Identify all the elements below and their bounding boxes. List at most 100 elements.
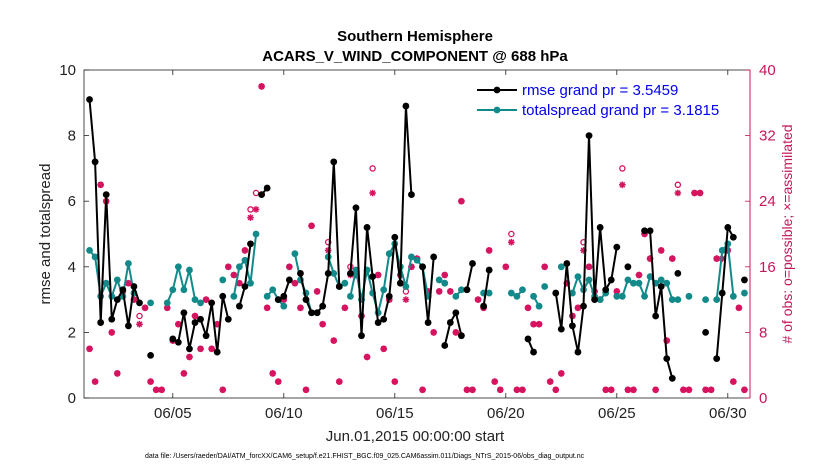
obs-assimilated-marker <box>136 320 143 328</box>
rmse-point <box>458 332 465 340</box>
rmse-point <box>530 348 537 356</box>
obs-assimilated-marker <box>291 279 299 287</box>
spread-point <box>674 296 682 303</box>
rmse-point <box>602 286 610 294</box>
rmse-point <box>585 132 593 140</box>
spread-point <box>241 256 249 264</box>
obs-assimilated-marker <box>91 378 99 385</box>
obs-assimilated-marker <box>580 247 587 254</box>
rmse-line-segment <box>88 99 141 327</box>
rmse-point <box>324 269 332 277</box>
rmse-point <box>446 319 454 326</box>
rmse-point <box>358 332 365 340</box>
rmse-point <box>186 345 193 353</box>
obs-possible-marker <box>674 181 682 189</box>
obs-assimilated-marker <box>524 304 532 312</box>
rmse-point <box>385 292 393 300</box>
rmse-point <box>241 283 249 290</box>
y-tick-label: 4 <box>68 259 76 276</box>
rmse-point <box>396 279 404 287</box>
rmse-point <box>646 227 654 235</box>
rmse-point <box>430 253 438 261</box>
spread-point <box>186 266 193 274</box>
obs-assimilated-marker <box>707 386 715 394</box>
obs-assimilated-marker <box>175 320 182 328</box>
rmse-point <box>741 276 748 284</box>
spread-point <box>596 296 604 303</box>
rmse-point <box>563 260 571 267</box>
rmse-point <box>374 319 382 326</box>
obs-assimilated-marker <box>247 214 254 221</box>
obs-assimilated-marker <box>585 263 593 271</box>
spread-point <box>291 250 299 258</box>
y-tick-label: 6 <box>68 193 76 210</box>
obs-possible-marker <box>369 165 376 172</box>
spread-point <box>113 276 121 284</box>
y-right-tick-label: 0 <box>759 390 767 407</box>
spread-point <box>729 292 737 300</box>
obs-assimilated-marker <box>269 370 276 377</box>
obs-assimilated-marker <box>696 189 704 197</box>
obs-assimilated-marker <box>635 271 643 279</box>
obs-assimilated-marker <box>452 329 460 336</box>
spread-point <box>230 292 238 300</box>
obs-assimilated-marker <box>258 83 265 90</box>
y-right-tick-label: 32 <box>759 128 776 145</box>
spread-point <box>252 230 260 238</box>
obs-assimilated-marker <box>419 386 426 394</box>
y-axis-label: rmse and totalspread <box>37 164 54 305</box>
spread-point <box>535 302 543 310</box>
rmse-series <box>86 96 748 382</box>
spread-point <box>541 283 549 290</box>
obs-assimilated-marker <box>685 386 693 394</box>
rmse-point <box>258 191 265 199</box>
obs-possible-marker <box>508 230 515 238</box>
spread-point <box>169 286 177 294</box>
obs-assimilated-marker <box>202 296 210 303</box>
spread-point <box>280 302 288 310</box>
spread-point <box>557 263 565 271</box>
rmse-point <box>180 309 188 317</box>
x-tick-label: 06/30 <box>709 405 747 422</box>
obs-assimilated-marker <box>619 181 626 189</box>
rmse-point <box>91 158 99 166</box>
rmse-point <box>136 299 143 307</box>
spread-point <box>263 292 271 300</box>
rmse-point <box>130 283 138 290</box>
obs-possible-marker <box>619 165 626 172</box>
legend: rmse grand pr = 3.5459 totalspread grand… <box>477 82 719 119</box>
rmse-point <box>213 348 221 356</box>
rmse-point <box>391 233 399 241</box>
rmse-point <box>441 342 449 349</box>
y-right-tick-label: 40 <box>759 62 776 79</box>
rmse-point <box>302 296 310 303</box>
spread-point <box>630 279 637 287</box>
spread-point <box>702 296 709 303</box>
spread-point <box>646 273 654 281</box>
obs-assimilated-marker <box>552 386 560 394</box>
obs-assimilated-marker <box>336 378 343 385</box>
spread-point <box>574 273 582 281</box>
spread-point <box>408 253 415 261</box>
rmse-point <box>485 266 493 274</box>
rmse-point <box>169 335 177 343</box>
rmse-point <box>524 335 532 343</box>
obs-assimilated-marker <box>319 320 326 328</box>
rmse-point <box>724 224 732 231</box>
rmse-point <box>591 296 598 303</box>
spread-point <box>219 276 227 284</box>
obs-assimilated-marker <box>341 304 349 312</box>
spread-point <box>713 296 721 303</box>
spread-line-segment <box>293 253 318 314</box>
obs-assimilated-marker <box>408 263 415 271</box>
rmse-point <box>335 283 343 290</box>
spread-point <box>741 289 748 297</box>
obs-assimilated-marker <box>97 181 104 189</box>
rmse-point <box>108 315 116 323</box>
spread-point <box>613 292 621 300</box>
obs-assimilated-marker <box>713 255 720 262</box>
rmse-point <box>224 315 232 323</box>
obs-assimilated-marker <box>186 353 193 361</box>
spread-point <box>102 279 110 287</box>
obs-assimilated-marker <box>191 312 199 320</box>
